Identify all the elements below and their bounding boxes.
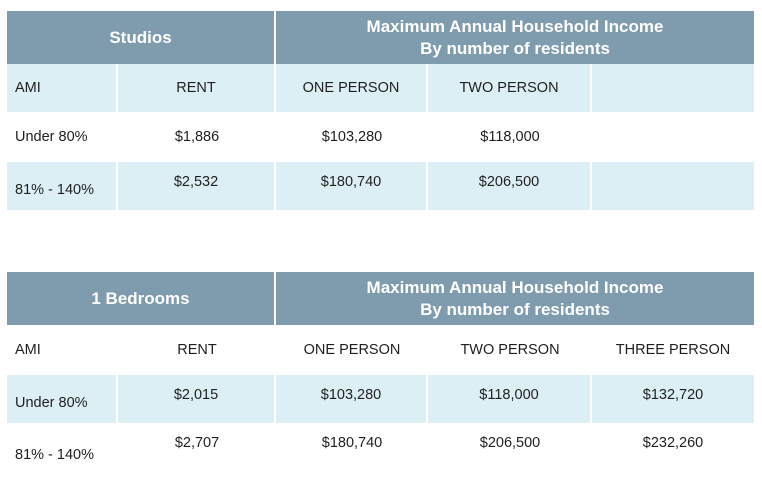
rent-cell: $2,707 — [118, 423, 276, 475]
rent-cell: $2,015 — [118, 375, 276, 423]
two-person-cell: $206,500 — [428, 162, 592, 210]
studios-header-row: AMI RENT ONE PERSON TWO PERSON — [7, 64, 754, 112]
col-header-ami: AMI — [7, 325, 118, 375]
studios-income-title: Maximum Annual Household Income By numbe… — [276, 11, 754, 64]
studios-unit-type: Studios — [7, 11, 276, 64]
empty-cell — [592, 162, 754, 210]
rent-cell: $1,886 — [118, 112, 276, 162]
studios-table: Studios Maximum Annual Household Income … — [7, 11, 754, 211]
two-person-cell: $206,500 — [428, 423, 592, 475]
empty-cell — [592, 112, 754, 162]
one-bedroom-table: 1 Bedrooms Maximum Annual Household Inco… — [7, 272, 754, 477]
studios-title-row: Studios Maximum Annual Household Income … — [7, 11, 754, 64]
one-bedroom-header-row: AMI RENT ONE PERSON TWO PERSON THREE PER… — [7, 325, 754, 375]
income-title-line1: Maximum Annual Household Income — [366, 277, 664, 297]
one-bedroom-title-row: 1 Bedrooms Maximum Annual Household Inco… — [7, 272, 754, 325]
one-person-cell: $103,280 — [276, 375, 428, 423]
ami-cell: Under 80% — [7, 375, 118, 423]
table-row: 81% - 140% $2,707 $180,740 $206,500 $232… — [7, 423, 754, 475]
income-title-line2: By number of residents — [420, 299, 610, 319]
one-bedroom-unit-type: 1 Bedrooms — [7, 272, 276, 325]
one-bedroom-income-title: Maximum Annual Household Income By numbe… — [276, 272, 754, 325]
col-header-rent: RENT — [118, 64, 276, 112]
three-person-cell: $232,260 — [592, 423, 754, 475]
col-header-two-person: TWO PERSON — [428, 325, 592, 375]
col-header-one-person: ONE PERSON — [276, 325, 428, 375]
two-person-cell: $118,000 — [428, 112, 592, 162]
three-person-cell: $132,720 — [592, 375, 754, 423]
col-header-empty — [592, 64, 754, 112]
two-person-cell: $118,000 — [428, 375, 592, 423]
table-row: Under 80% $1,886 $103,280 $118,000 — [7, 112, 754, 162]
table-row: 81% - 140% $2,532 $180,740 $206,500 — [7, 162, 754, 210]
one-person-cell: $180,740 — [276, 162, 428, 210]
col-header-three-person: THREE PERSON — [592, 325, 754, 375]
ami-cell: 81% - 140% — [7, 162, 118, 210]
ami-cell: Under 80% — [7, 112, 118, 162]
ami-cell: 81% - 140% — [7, 423, 118, 475]
table-row: Under 80% $2,015 $103,280 $118,000 $132,… — [7, 375, 754, 423]
col-header-ami: AMI — [7, 64, 118, 112]
income-title-line1: Maximum Annual Household Income — [366, 16, 664, 36]
rent-cell: $2,532 — [118, 162, 276, 210]
one-person-cell: $180,740 — [276, 423, 428, 475]
col-header-rent: RENT — [118, 325, 276, 375]
col-header-two-person: TWO PERSON — [428, 64, 592, 112]
income-title-line2: By number of residents — [420, 38, 610, 58]
one-person-cell: $103,280 — [276, 112, 428, 162]
col-header-one-person: ONE PERSON — [276, 64, 428, 112]
